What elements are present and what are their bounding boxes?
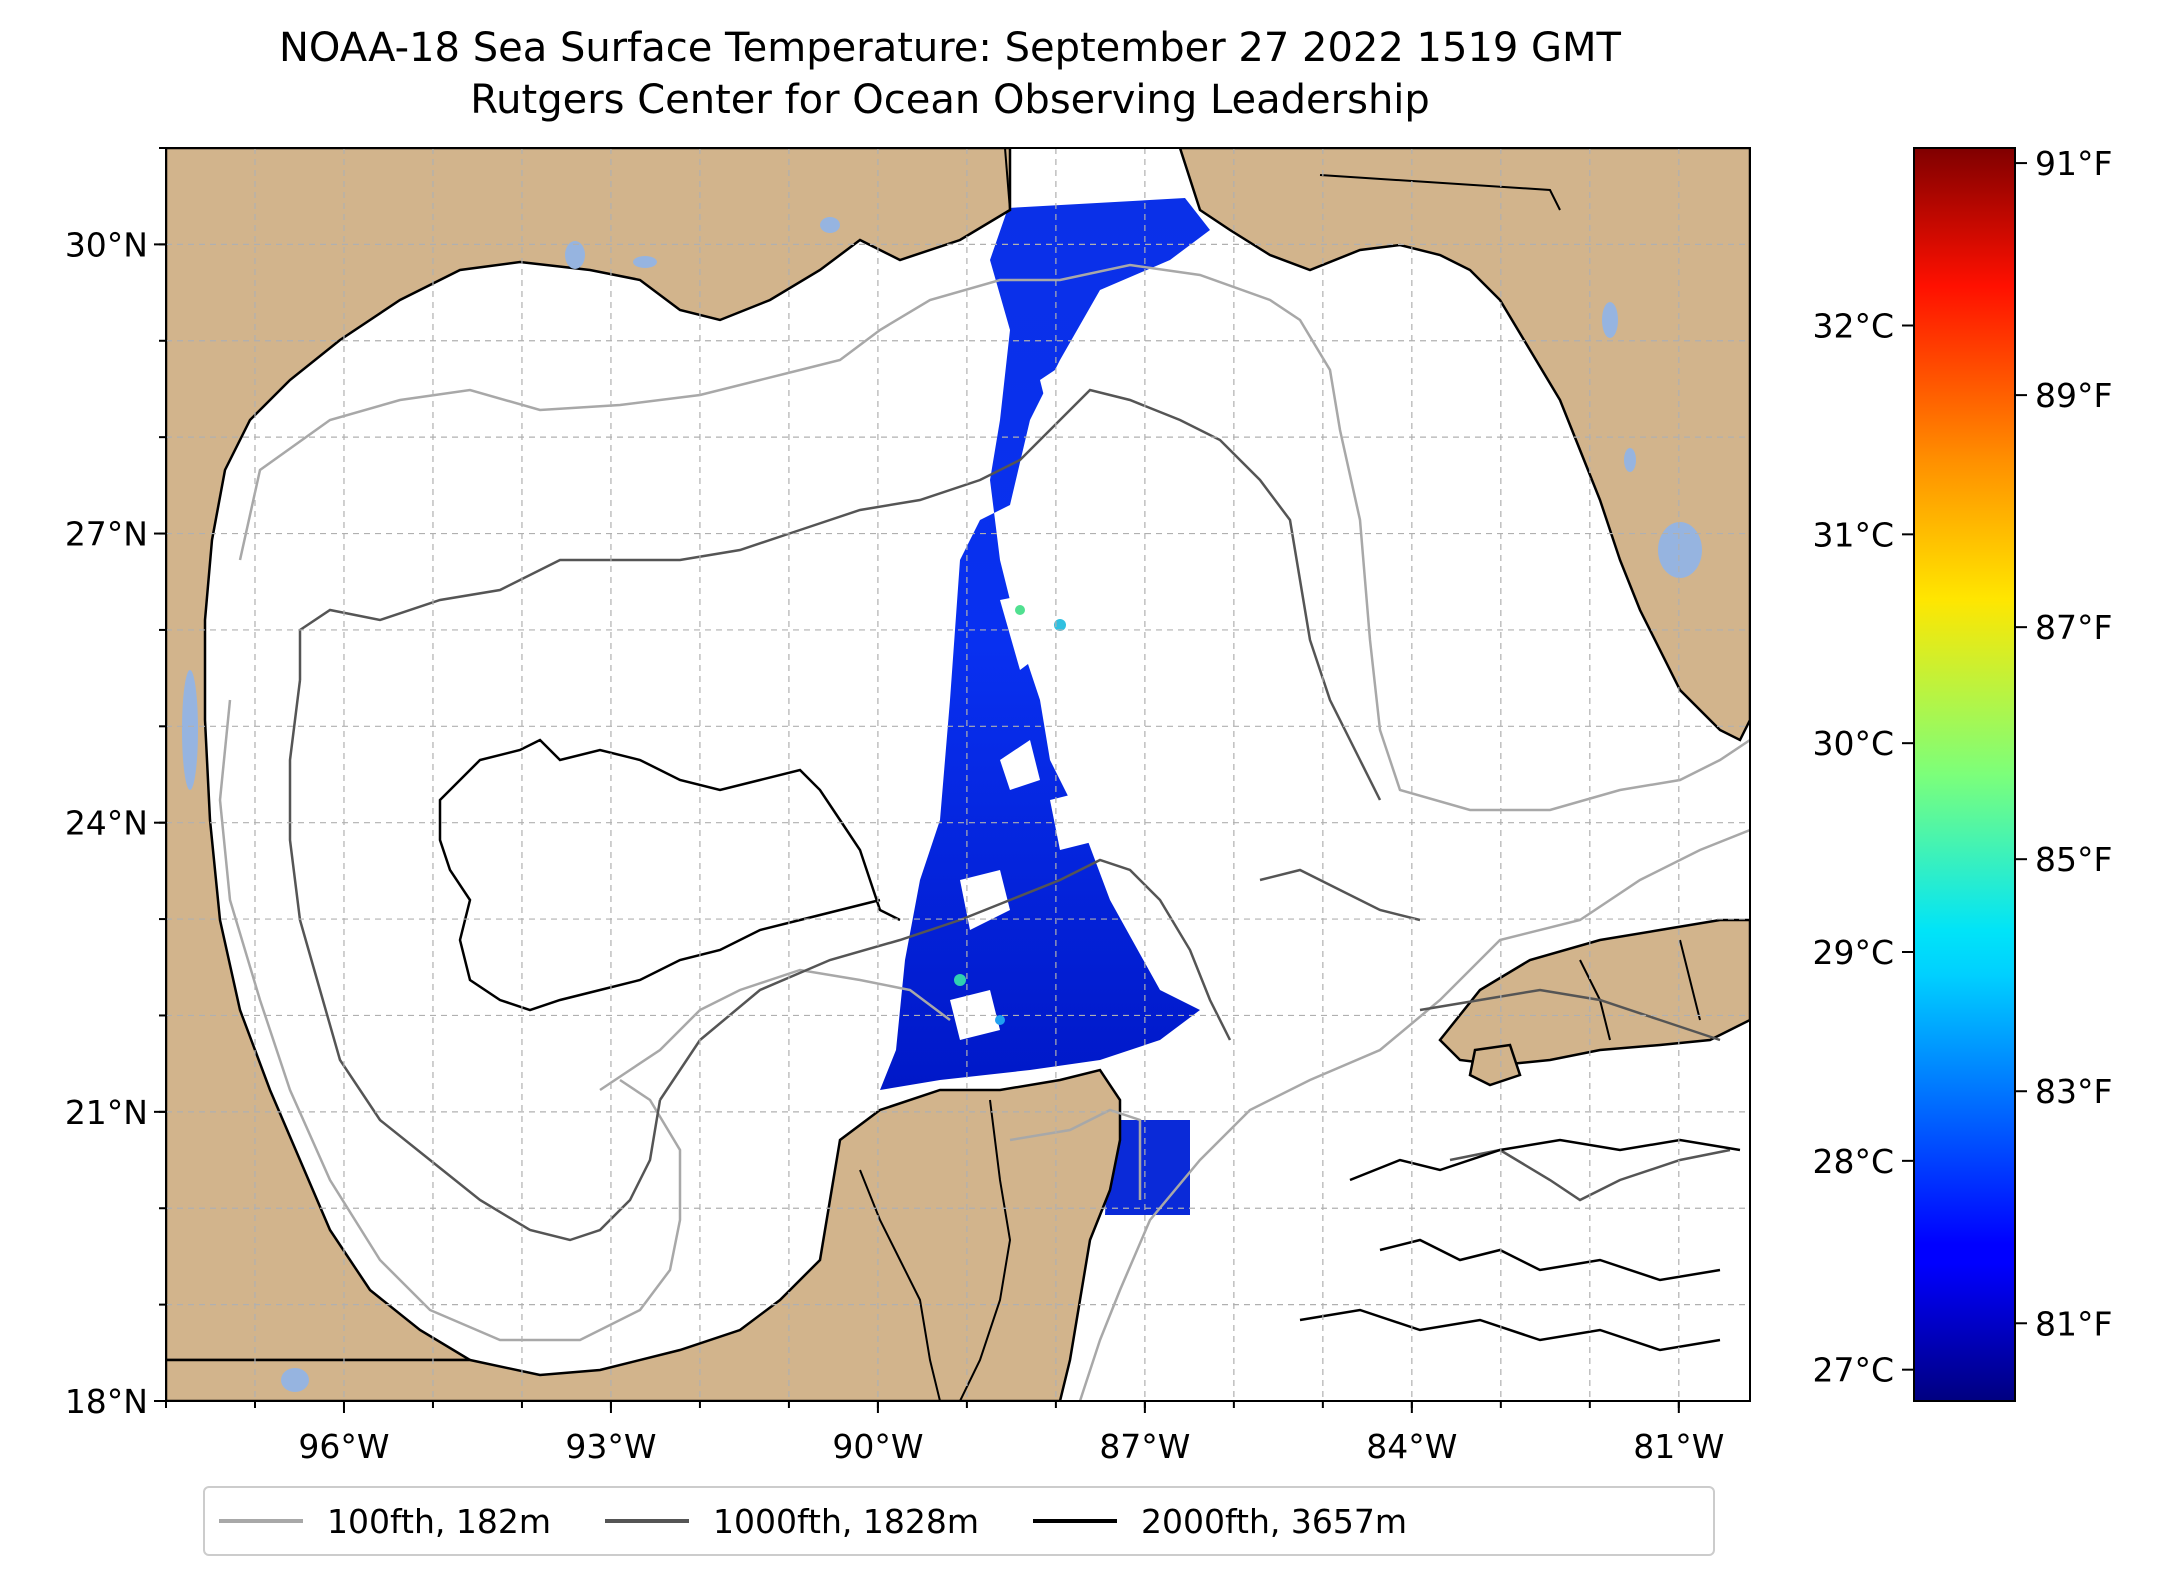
lat-tick-label: 27°N	[65, 515, 148, 554]
legend-line-100fth	[219, 1519, 303, 1523]
celsius-tick-label: 32°C	[1812, 307, 1894, 346]
axis-labels: 96°W 93°W 90°W 87°W 84°W 81°W 30°N 27°N 24°N 21°N…	[65, 225, 1725, 1466]
contour-2000fth	[438, 738, 1741, 1352]
colorbar-labels: 32°C 31°C 30°C 29°C 28°C 27°C 91°F 89°F 87°F 85°F…	[1812, 144, 2112, 1390]
legend-item-2000fth: 2000fth, 3657m	[1032, 1501, 1407, 1541]
contour-100fth	[218, 263, 1750, 1401]
legend-label-1000fth: 1000fth, 1828m	[713, 1501, 979, 1541]
contour-1000fth	[288, 388, 1731, 1242]
celsius-tick-label: 30°C	[1812, 724, 1894, 763]
fahrenheit-tick-label: 83°F	[2035, 1072, 2112, 1111]
fahrenheit-tick-label: 81°F	[2035, 1304, 2112, 1343]
borders	[859, 148, 1701, 1401]
lon-tick-label: 81°W	[1633, 1427, 1724, 1466]
legend-item-100fth: 100fth, 182m	[219, 1502, 551, 1541]
celsius-tick-label: 27°C	[1812, 1351, 1894, 1390]
lon-tick-label: 87°W	[1099, 1427, 1190, 1466]
axis-ticks	[154, 147, 1680, 1413]
fahrenheit-tick-label: 91°F	[2035, 144, 2112, 183]
lon-tick-label: 96°W	[298, 1427, 389, 1466]
colorbar-ticks	[1902, 162, 2027, 1371]
legend-line-1000fth	[605, 1519, 689, 1523]
lat-tick-label: 24°N	[65, 804, 148, 843]
legend-line-2000fth	[1032, 1519, 1117, 1523]
celsius-tick-label: 31°C	[1812, 515, 1894, 554]
map-frame	[165, 147, 1751, 1402]
legend-item-1000fth: 1000fth, 1828m	[605, 1502, 979, 1541]
lat-tick-label: 21°N	[65, 1093, 148, 1132]
legend: 100fth, 182m 1000fth, 1828m 2000fth, 365…	[203, 1486, 1715, 1556]
lakes	[182, 217, 1702, 1392]
colorbar	[1913, 147, 2016, 1402]
fahrenheit-tick-label: 85°F	[2035, 840, 2112, 879]
fahrenheit-tick-label: 89°F	[2035, 376, 2112, 415]
lon-tick-label: 90°W	[832, 1427, 923, 1466]
legend-label-2000fth: 2000fth, 3657m	[1140, 1501, 1407, 1541]
celsius-tick-label: 28°C	[1812, 1142, 1894, 1181]
celsius-tick-label: 29°C	[1812, 933, 1894, 972]
lat-tick-label: 18°N	[65, 1382, 148, 1421]
land	[166, 148, 1750, 1401]
fahrenheit-tick-label: 87°F	[2035, 608, 2112, 647]
title-line-1: NOAA-18 Sea Surface Temperature: Septemb…	[279, 25, 1621, 71]
chart-title: NOAA-18 Sea Surface Temperature: Septemb…	[0, 22, 1900, 126]
lat-tick-label: 30°N	[65, 225, 148, 264]
legend-label-100fth: 100fth, 182m	[327, 1501, 551, 1541]
lon-tick-label: 93°W	[565, 1427, 656, 1466]
gridlines	[166, 148, 1750, 1401]
lon-tick-label: 84°W	[1366, 1427, 1457, 1466]
title-line-2: Rutgers Center for Ocean Observing Leade…	[470, 77, 1430, 123]
